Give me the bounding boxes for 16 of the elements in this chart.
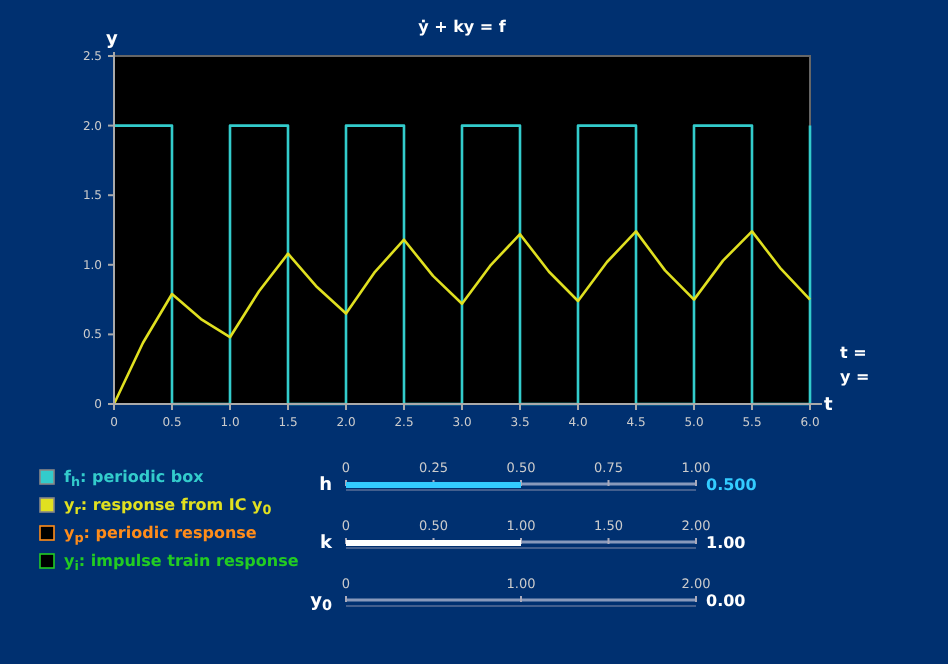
legend-label: y$_{i}$: impulse train response (64, 552, 300, 573)
y-axis-title: y (106, 30, 118, 50)
text: y = (840, 368, 870, 386)
y-tick-label: h (319, 476, 332, 496)
x-axis-title: t (824, 396, 834, 416)
y-tick-label: y$_{0}$ (310, 592, 332, 614)
data-label: 0.00 (706, 592, 747, 610)
data-label: 1.00 (706, 534, 747, 552)
line-series (112, 230, 812, 406)
legend-label: f$_{h}$: periodic box (64, 468, 206, 489)
chart-title: ẏ + ky = f (418, 18, 507, 36)
text: t = (840, 344, 867, 362)
data-label: 0.500 (706, 476, 758, 494)
legend-label: y$_{r}$: response from IC y$_{0}$ (64, 496, 273, 517)
legend-label: y$_{p}$: periodic response (64, 524, 258, 545)
y-tick-label: k (320, 534, 334, 554)
